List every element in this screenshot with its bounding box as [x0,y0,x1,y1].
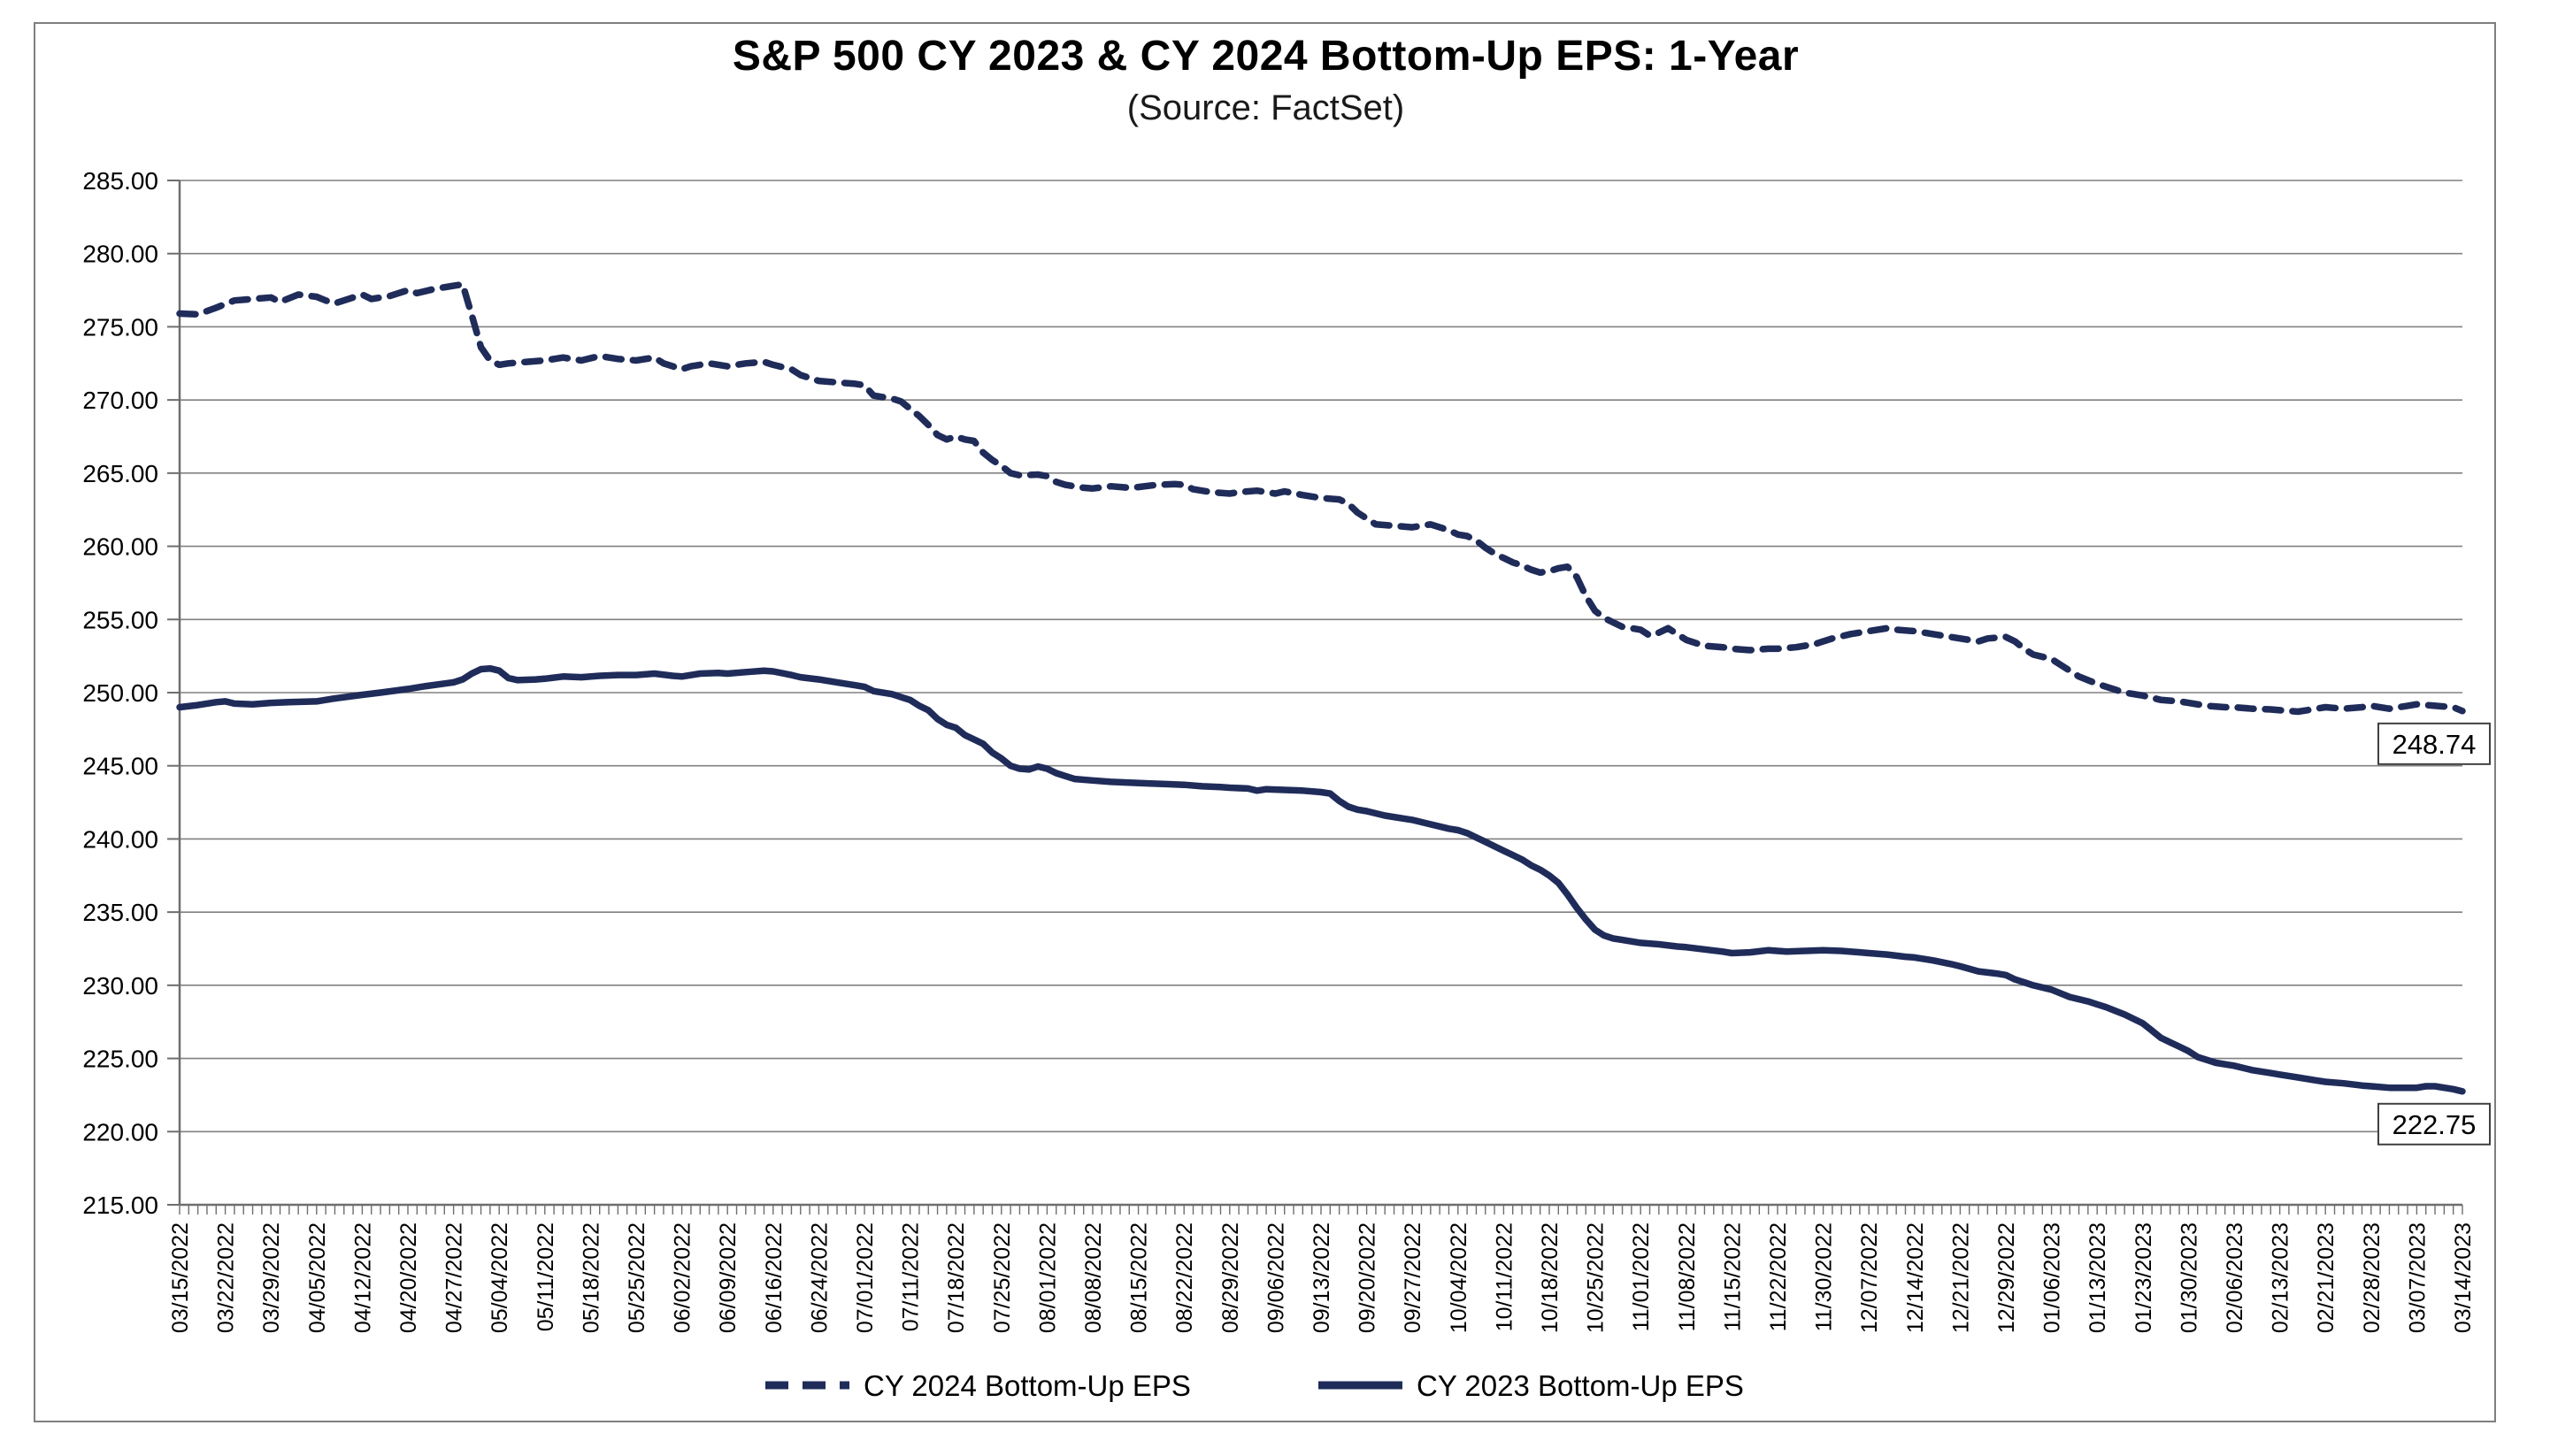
chart-title: S&P 500 CY 2023 & CY 2024 Bottom-Up EPS:… [732,33,1800,80]
figure-border [34,22,2496,1422]
x-tick-label: 04/20/2022 [396,1222,421,1333]
y-tick-label: 215.00 [82,1192,158,1219]
x-tick-label: 07/01/2022 [853,1222,878,1333]
x-tick-label: 12/29/2022 [1994,1222,2019,1333]
x-tick-label: 07/11/2022 [899,1222,924,1331]
x-tick-label: 10/04/2022 [1447,1222,1471,1333]
y-tick-label: 250.00 [82,679,158,707]
x-tick-label: 09/13/2022 [1310,1222,1334,1333]
x-tick-label: 11/08/2022 [1675,1222,1700,1331]
x-tick-label: 04/12/2022 [350,1222,375,1333]
x-tick-label: 12/14/2022 [1903,1222,1928,1333]
end-value-label: 222.75 [2393,1109,2477,1140]
series-line-cy2023 [176,664,2466,1095]
x-tick-label: 11/01/2022 [1629,1222,1654,1331]
x-tick-label: 07/18/2022 [944,1222,969,1333]
x-tick-label: 10/18/2022 [1538,1222,1563,1333]
x-tick-label: 03/14/2023 [2451,1222,2476,1333]
x-tick-label: 02/28/2023 [2360,1222,2385,1333]
x-tick-label: 01/13/2023 [2085,1222,2110,1333]
y-tick-label: 270.00 [82,387,158,414]
x-tick-label: 11/22/2022 [1766,1222,1791,1331]
x-tick-label: 05/11/2022 [534,1222,558,1331]
y-tick-label: 265.00 [82,460,158,487]
x-tick-label: 11/15/2022 [1720,1222,1745,1331]
x-tick-label: 01/23/2023 [2131,1222,2156,1333]
x-tick-label: 02/06/2023 [2223,1222,2247,1333]
x-tick-label: 10/11/2022 [1492,1222,1517,1331]
y-tick-label: 285.00 [82,167,158,195]
x-tick-label: 08/01/2022 [1035,1222,1060,1333]
x-tick-label: 12/21/2022 [1948,1222,1973,1333]
x-tick-label: 04/27/2022 [442,1222,467,1333]
x-tick-label: 06/16/2022 [762,1222,787,1333]
chart-subtitle: (Source: FactSet) [1126,88,1405,127]
y-tick-label: 280.00 [82,241,158,268]
x-tick-label: 05/18/2022 [579,1222,603,1333]
x-tick-label: 06/02/2022 [671,1222,695,1333]
x-tick-label: 05/04/2022 [488,1222,512,1333]
y-tick-label: 240.00 [82,825,158,853]
x-tick-label: 09/06/2022 [1263,1222,1288,1333]
y-tick-label: 225.00 [82,1046,158,1073]
x-tick-label: 12/07/2022 [1857,1222,1882,1333]
end-value-box [2377,722,2491,765]
legend-label-cy2023: CY 2023 Bottom-Up EPS [1417,1369,1744,1402]
x-tick-label: 08/22/2022 [1172,1222,1197,1333]
y-tick-label: 260.00 [82,533,158,561]
y-tick-label: 230.00 [82,972,158,1000]
y-tick-label: 275.00 [82,313,158,341]
x-tick-label: 09/20/2022 [1356,1222,1380,1333]
y-tick-label: 220.00 [82,1118,158,1146]
x-tick-label: 05/25/2022 [625,1222,649,1333]
x-tick-label: 01/06/2023 [2040,1222,2065,1333]
y-tick-label: 245.00 [82,753,158,780]
x-tick-label: 09/27/2022 [1401,1222,1425,1333]
x-tick-label: 02/13/2023 [2269,1222,2293,1333]
legend-label-cy2024: CY 2024 Bottom-Up EPS [864,1369,1191,1402]
x-tick-label: 10/25/2022 [1584,1222,1609,1333]
y-tick-label: 255.00 [82,606,158,633]
x-tick-label: 07/25/2022 [990,1222,1015,1333]
series-line-cy2024 [176,280,2466,716]
x-tick-label: 03/07/2023 [2405,1222,2430,1333]
x-tick-label: 03/15/2022 [168,1222,193,1333]
x-tick-label: 01/30/2023 [2177,1222,2201,1333]
x-tick-label: 06/24/2022 [807,1222,832,1333]
x-tick-label: 08/15/2022 [1127,1222,1152,1333]
x-tick-label: 02/21/2023 [2314,1222,2339,1333]
x-tick-label: 11/30/2022 [1812,1222,1837,1331]
y-tick-label: 235.00 [82,899,158,926]
x-tick-label: 04/05/2022 [305,1222,330,1333]
x-tick-label: 08/29/2022 [1218,1222,1243,1333]
x-tick-label: 06/09/2022 [716,1222,741,1333]
x-tick-label: 03/29/2022 [259,1222,284,1333]
x-tick-label: 08/08/2022 [1081,1222,1106,1333]
x-tick-label: 03/22/2022 [214,1222,239,1333]
end-value-label: 248.74 [2393,729,2477,760]
end-value-box [2377,1102,2491,1146]
